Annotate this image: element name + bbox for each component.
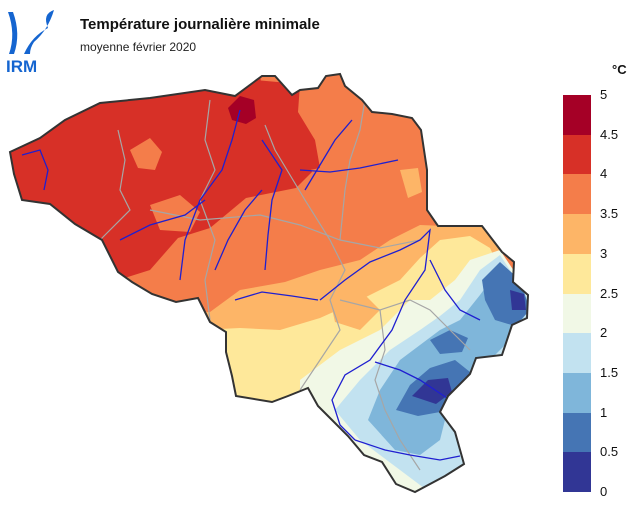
province-border-line [339,299,471,351]
temperature-zones [10,74,528,492]
river-lys [119,199,206,241]
province-border-line [264,124,331,241]
rivers [21,109,481,461]
legend-swatch [563,95,591,136]
river-dijle [304,119,353,191]
legend-tick-label: 2 [600,325,608,341]
zone-3-3.5-spot [400,168,422,198]
legend-swatch [563,134,591,175]
province-border-line [299,239,346,391]
belgium-temperature-map [8,72,530,494]
legend-swatch [563,452,591,493]
legend-tick-label: 5 [600,87,608,102]
river-lesse [374,361,451,401]
river-yser [21,149,49,191]
province-border-line [99,129,131,241]
legend-swatch [563,293,591,334]
zone-0-0.5-fagnes [510,290,526,310]
zone-4.5-5-antwerp [228,96,256,124]
river-semois [354,439,461,461]
zone-3.5-4-westhoek [130,138,162,170]
zone-4-4.5-north [255,80,320,172]
province-border-line [149,209,421,249]
zone-3.5-4-center [150,195,200,232]
zone-0.5-1-plateau [430,330,468,354]
legend-tick-label: 4.5 [600,126,619,142]
legend-swatch [563,253,591,294]
map-subtitle: moyenne février 2020 [80,40,197,54]
river-scheldt [179,109,241,281]
legend-swatch [563,372,591,414]
map-title: Température journalière minimale [80,16,320,33]
country-border [8,72,530,494]
legend-swatch [563,412,591,453]
river-senne [261,139,283,271]
legend-tick-label: 4 [600,166,608,182]
legend-tick-label: 0.5 [600,444,619,460]
legend-unit: °C [612,62,627,77]
irm-logo: IRM [6,10,54,74]
river-ourthe [429,259,481,321]
river-sambre [234,291,319,301]
logo-swirl-shape [8,10,54,54]
legend-tick-label: 1.5 [600,364,619,380]
legend-tick-label: 2.5 [600,285,619,301]
zone-3-3.5-ardennes-north [330,290,380,330]
legend-tick-label: 3 [600,245,608,261]
river-meuse [319,228,431,441]
legend-tick-label: 1 [600,404,608,420]
legend-swatch [563,174,591,215]
logo-text: IRM [6,57,37,74]
river-demer [299,159,399,173]
province-border-line [374,309,421,471]
legend-swatch [563,214,591,255]
river-dender [214,189,263,271]
province-border-line [339,99,366,241]
legend-swatch [563,333,591,374]
zone-0-0.5-ardennes [412,378,452,404]
legend-tick-label: 3.5 [600,206,619,222]
province-borders [99,99,471,471]
legend-tick-label: 0 [600,484,608,499]
